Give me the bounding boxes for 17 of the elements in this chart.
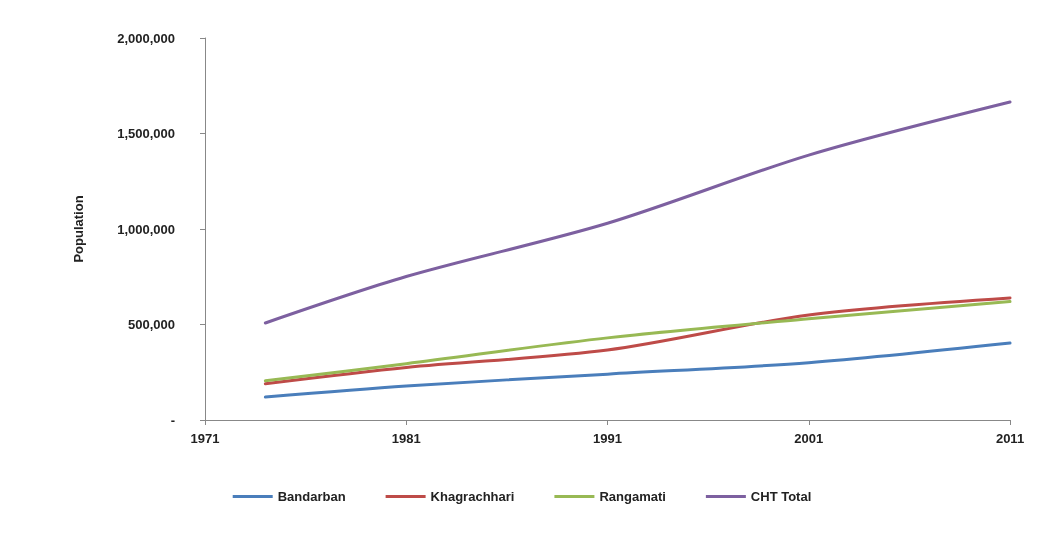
- y-tick-label: 1,500,000: [117, 126, 175, 141]
- line-series: [263, 341, 1012, 399]
- y-tick-label: 500,000: [128, 317, 175, 332]
- legend-label: Khagrachhari: [430, 489, 515, 504]
- x-tick-label: 1981: [391, 431, 421, 446]
- x-tick-label: 2001: [794, 431, 824, 446]
- legend-label: Rangamati: [599, 489, 666, 504]
- x-tick-label: 1971: [190, 431, 220, 446]
- line-series: [263, 100, 1012, 325]
- y-axis-title: Population: [71, 195, 86, 263]
- legend-label: CHT Total: [750, 489, 812, 504]
- x-tick-label: 2011: [995, 431, 1025, 446]
- y-tick-label: 2,000,000: [117, 30, 175, 46]
- legend-label: Bandarban: [277, 489, 346, 504]
- y-tick-label: -: [170, 412, 175, 428]
- x-tick-label: 1991: [593, 431, 622, 446]
- y-tick-label: 1,000,000: [117, 221, 175, 237]
